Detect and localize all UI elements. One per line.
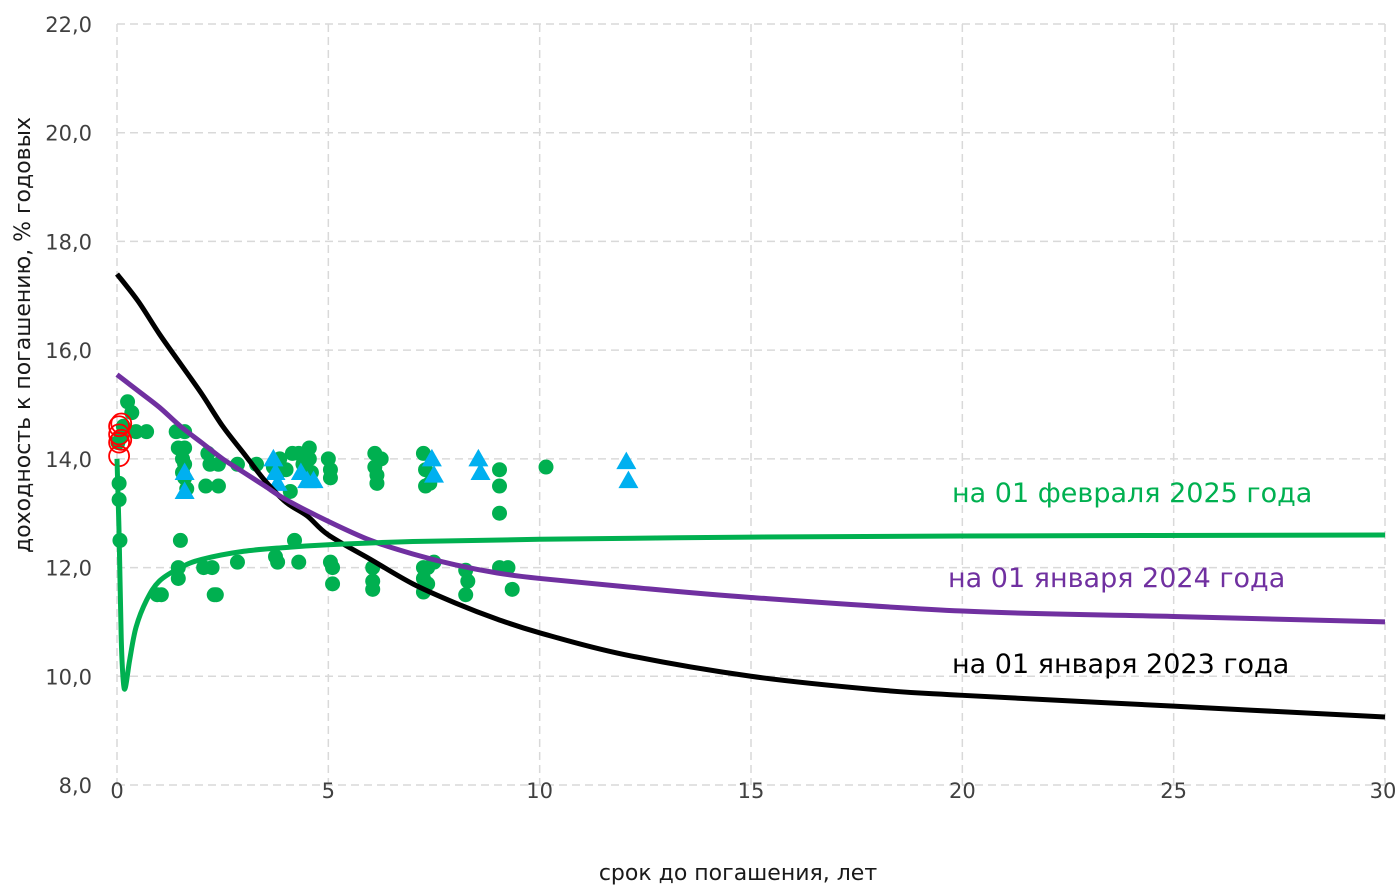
data-point-green (301, 451, 317, 467)
data-point-green (325, 560, 341, 576)
yield-curve-line (115, 272, 1386, 720)
data-point-blue-triangle (263, 448, 284, 467)
data-point-blue-triangle (468, 448, 489, 467)
y-tick-label: 8,0 (59, 774, 92, 798)
y-tick-label: 10,0 (45, 665, 92, 689)
x-tick-label: 0 (110, 779, 123, 803)
data-point-green (210, 478, 226, 494)
y-tick-label: 12,0 (45, 557, 92, 581)
data-point-green (153, 587, 169, 603)
data-point-green (177, 440, 193, 456)
data-point-green (139, 424, 155, 440)
x-tick-label: 25 (1160, 779, 1187, 803)
data-point-green (170, 570, 186, 586)
data-point-green (492, 478, 508, 494)
data-point-red-ring (110, 412, 133, 435)
data-point-green (325, 576, 341, 592)
y-tick-label: 14,0 (45, 448, 92, 472)
data-point-blue-triangle (470, 462, 491, 480)
y-axis-ticks: 8,0 10,0 12,0 14,0 16,0 18,0 20,0 22,0 (45, 13, 92, 798)
yield-curve-line (114, 458, 1386, 692)
data-point-green (504, 581, 520, 597)
data-point-green (208, 587, 224, 603)
curve-label-feb-2025: на 01 февраля 2025 года (952, 478, 1312, 509)
data-point-green (492, 462, 508, 478)
data-point-green (365, 581, 381, 597)
data-point-blue-triangle (424, 465, 444, 483)
x-tick-label: 20 (949, 779, 976, 803)
x-tick-label: 5 (322, 779, 335, 803)
data-point-green (369, 475, 385, 491)
data-point-green (128, 424, 144, 440)
x-tick-label: 30 (1370, 779, 1397, 803)
data-point-green (373, 451, 389, 467)
data-point-blue-triangle (616, 451, 637, 470)
data-point-green (124, 405, 140, 421)
yield-curve-line (115, 372, 1386, 625)
data-point-green (500, 560, 516, 576)
data-point-green (291, 554, 307, 570)
data-point-red-ring (110, 428, 133, 451)
data-point-green (538, 459, 554, 475)
data-point-blue-triangle (421, 448, 442, 467)
curve-label-jan-2023: на 01 января 2023 года (952, 649, 1289, 680)
data-point-blue-triangle (174, 481, 195, 499)
data-point-blue-triangle (174, 462, 195, 480)
y-tick-label: 18,0 (45, 230, 92, 254)
y-tick-label: 16,0 (45, 339, 92, 363)
red-rings-series (108, 412, 133, 468)
data-point-green (458, 587, 474, 603)
data-point-blue-triangle (265, 462, 286, 480)
data-point-green (204, 560, 220, 576)
blue-triangles-series (174, 448, 639, 499)
data-point-green (301, 440, 317, 456)
x-tick-label: 15 (738, 779, 765, 803)
y-axis-label: доходность к погашению, % годовых (11, 117, 36, 553)
data-point-green (270, 554, 286, 570)
data-point-blue-triangle (303, 470, 324, 489)
x-tick-label: 10 (526, 779, 553, 803)
data-point-green (460, 573, 476, 589)
data-point-blue-triangle (618, 470, 639, 489)
data-point-green (322, 470, 338, 486)
x-axis-ticks: 0 5 10 15 20 25 30 (110, 779, 1396, 803)
x-axis-label: срок до погашения, лет (599, 861, 878, 886)
yield-curves (114, 272, 1386, 720)
data-point-green (229, 554, 245, 570)
data-point-red-ring (108, 415, 131, 438)
data-point-green (198, 478, 214, 494)
curve-label-jan-2024: на 01 января 2024 года (948, 563, 1285, 594)
y-tick-label: 20,0 (45, 122, 92, 146)
data-point-green (492, 505, 508, 521)
data-point-green (282, 483, 298, 499)
data-point-green (172, 532, 188, 548)
y-tick-label: 22,0 (45, 13, 92, 37)
